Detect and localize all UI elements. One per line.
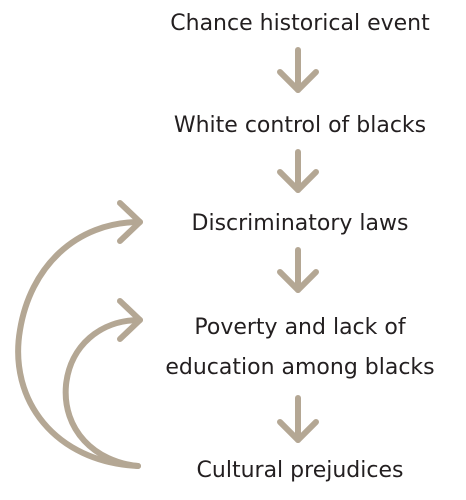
node-chance-historical-event: Chance historical event [170, 11, 430, 36]
arrow-4-to-3 [62, 298, 143, 469]
arrow-4-to-2 [15, 200, 143, 469]
arrow-0-to-1 [277, 47, 319, 93]
node-white-control-of-blacks: White control of blacks [173, 113, 427, 138]
node-discriminatory-laws: Discriminatory laws [191, 211, 409, 236]
node-cultural-prejudices: Cultural prejudices [196, 458, 404, 483]
arrow-2-to-3 [277, 247, 319, 293]
arrow-3-to-4 [277, 395, 319, 443]
arrow-1-to-2 [277, 149, 319, 193]
node-poverty-and-lack-of-education: Poverty and lack of education among blac… [165, 315, 435, 380]
